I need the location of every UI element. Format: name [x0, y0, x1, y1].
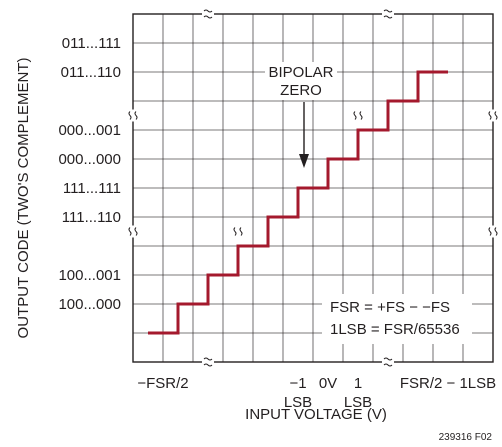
bipolar-zero-annotation-line2: ZERO	[280, 82, 322, 99]
x-tick-label: −1	[289, 375, 306, 392]
plot-frame	[132, 13, 494, 363]
break-mark	[359, 111, 363, 120]
break-mark	[383, 15, 393, 19]
x-tick-label: FSR/2 − 1LSB	[400, 375, 496, 392]
break-mark	[203, 15, 213, 19]
break-gap	[202, 359, 214, 365]
x-tick-label: 0V	[319, 375, 337, 392]
x-axis-label: INPUT VOLTAGE (V)	[245, 406, 387, 423]
break-mark	[494, 227, 498, 236]
break-mark	[488, 111, 492, 120]
x-tick-label-line2: LSB	[344, 394, 372, 411]
break-mark	[494, 111, 498, 120]
break-gap	[490, 109, 496, 122]
y-tick-label: 111...110	[62, 209, 121, 226]
break-gap	[382, 359, 394, 365]
fsr-definition-note: FSR = +FS − −FS	[330, 299, 450, 316]
break-mark	[203, 357, 213, 361]
x-tick-label: −FSR/2	[137, 375, 188, 392]
notes-background	[322, 294, 472, 344]
break-gap	[202, 11, 214, 17]
lsb-definition-note: 1LSB = FSR/65536	[330, 321, 460, 338]
y-tick-label: 000...000	[58, 151, 121, 168]
y-tick-labels: 011...111 011...110 000...001 000...000 111.…	[58, 35, 121, 313]
break-mark	[203, 363, 213, 367]
y-tick-label: 011...111	[62, 35, 121, 52]
break-mark	[128, 227, 132, 236]
break-mark	[233, 227, 237, 236]
y-tick-label: 111...111	[63, 180, 121, 197]
y-tick-label: 100...000	[58, 296, 121, 313]
break-mark	[383, 357, 393, 361]
break-mark	[383, 9, 393, 13]
y-tick-label: 011...110	[61, 64, 121, 81]
break-mark	[134, 227, 138, 236]
break-mark	[353, 111, 357, 120]
break-gap	[130, 109, 136, 122]
axis-breaks	[128, 9, 498, 367]
break-mark	[128, 111, 132, 120]
break-mark	[239, 227, 243, 236]
break-gap	[490, 225, 496, 238]
annotation-arrow-head	[299, 154, 309, 168]
y-tick-label: 000...001	[58, 122, 121, 139]
figure-id: 239316 F02	[439, 432, 493, 443]
x-tick-labels: −FSR/2 −1 LSB 0V 1 LSB FSR/2 − 1LSB	[137, 375, 496, 411]
break-mark	[488, 227, 492, 236]
break-gap	[355, 109, 361, 122]
break-gap	[130, 225, 136, 238]
y-tick-label: 100...001	[58, 267, 121, 284]
y-axis-label: OUTPUT CODE (TWO'S COMPLEMENT)	[15, 58, 32, 339]
transfer-staircase-line	[148, 70, 448, 335]
x-tick-label: 1	[354, 375, 362, 392]
bipolar-zero-annotation-line1: BIPOLAR	[268, 64, 333, 81]
break-mark	[134, 111, 138, 120]
break-mark	[203, 9, 213, 13]
break-mark	[383, 363, 393, 367]
break-gap	[235, 225, 241, 238]
annotation-background	[265, 62, 337, 100]
x-tick-label-line2: LSB	[284, 394, 312, 411]
break-gap	[382, 11, 394, 17]
